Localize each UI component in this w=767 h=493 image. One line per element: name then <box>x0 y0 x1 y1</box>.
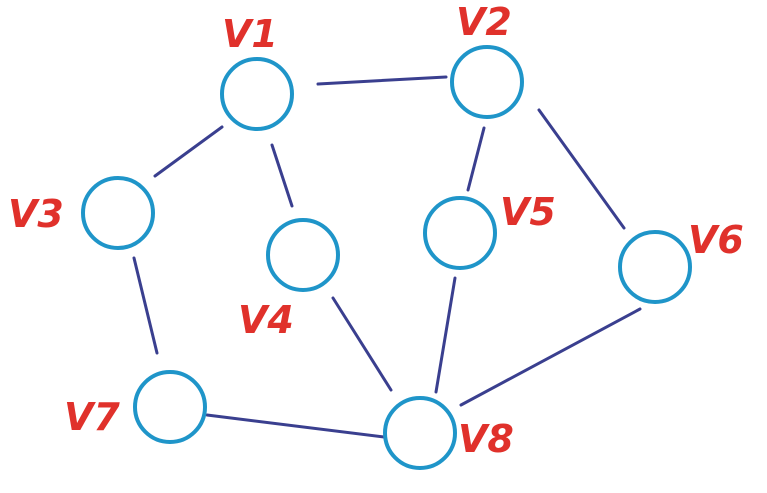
node-v7 <box>133 370 207 444</box>
edge-v4-v8 <box>331 296 393 392</box>
label-v3: V3 <box>8 192 64 236</box>
edge-v1-v3 <box>153 125 224 178</box>
node-v3 <box>81 176 155 250</box>
label-v4: V4 <box>238 298 294 342</box>
edge-v3-v7 <box>132 256 159 355</box>
edge-v6-v8 <box>459 307 642 407</box>
node-labels: V1 V2 V3 V4 V5 V6 V7 V8 <box>8 0 744 461</box>
label-v8: V8 <box>458 417 514 461</box>
nodes <box>81 45 692 470</box>
node-v8 <box>383 396 457 470</box>
label-v6: V6 <box>688 218 744 262</box>
node-v2 <box>450 45 524 119</box>
node-v5 <box>423 196 497 270</box>
edge-v1-v2 <box>316 75 448 86</box>
edge-v1-v4 <box>270 143 294 208</box>
edge-v2-v6 <box>537 108 626 230</box>
node-v4 <box>266 218 340 292</box>
edge-v2-v5 <box>466 126 486 192</box>
node-v1 <box>220 57 294 131</box>
label-v2: V2 <box>456 0 512 44</box>
edge-v7-v8 <box>205 413 386 439</box>
label-v7: V7 <box>64 395 120 439</box>
edge-v5-v8 <box>434 276 457 394</box>
node-v6 <box>618 230 692 304</box>
label-v5: V5 <box>500 190 556 234</box>
edges <box>132 75 642 439</box>
label-v1: V1 <box>222 12 278 56</box>
